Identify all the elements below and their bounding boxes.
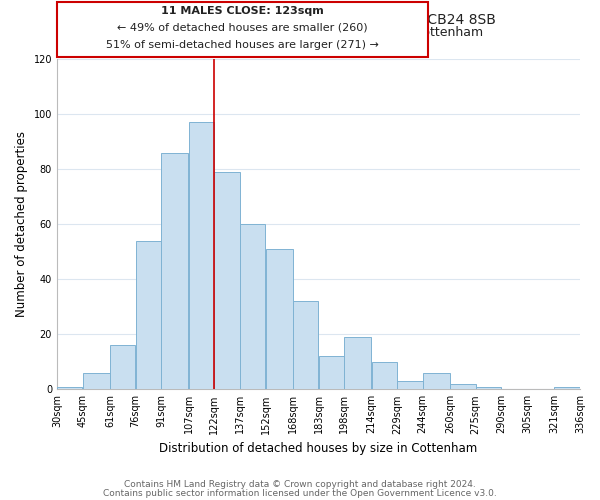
Bar — [554, 386, 580, 390]
Bar — [476, 386, 501, 390]
Bar — [110, 346, 136, 390]
Bar — [240, 224, 265, 390]
Bar — [319, 356, 344, 390]
Text: 11 MALES CLOSE: 123sqm: 11 MALES CLOSE: 123sqm — [161, 6, 324, 16]
Bar — [83, 373, 110, 390]
Bar — [293, 301, 319, 390]
Y-axis label: Number of detached properties: Number of detached properties — [15, 131, 28, 317]
Text: Contains public sector information licensed under the Open Government Licence v3: Contains public sector information licen… — [103, 488, 497, 498]
Bar — [214, 172, 239, 390]
Bar — [450, 384, 476, 390]
Text: 51% of semi-detached houses are larger (271) →: 51% of semi-detached houses are larger (… — [106, 40, 379, 50]
Text: Size of property relative to detached houses in Cottenham: Size of property relative to detached ho… — [116, 26, 484, 39]
Bar — [344, 337, 371, 390]
Text: ← 49% of detached houses are smaller (260): ← 49% of detached houses are smaller (26… — [117, 23, 368, 33]
Bar — [57, 386, 82, 390]
Bar — [423, 373, 450, 390]
Bar — [397, 381, 422, 390]
Bar — [371, 362, 397, 390]
Text: Contains HM Land Registry data © Crown copyright and database right 2024.: Contains HM Land Registry data © Crown c… — [124, 480, 476, 489]
Text: 11, MALES CLOSE, COTTENHAM, CAMBRIDGE, CB24 8SB: 11, MALES CLOSE, COTTENHAM, CAMBRIDGE, C… — [104, 12, 496, 26]
Bar — [188, 122, 214, 390]
X-axis label: Distribution of detached houses by size in Cottenham: Distribution of detached houses by size … — [160, 442, 478, 455]
Bar — [266, 249, 293, 390]
Bar — [161, 152, 188, 390]
Bar — [136, 240, 161, 390]
